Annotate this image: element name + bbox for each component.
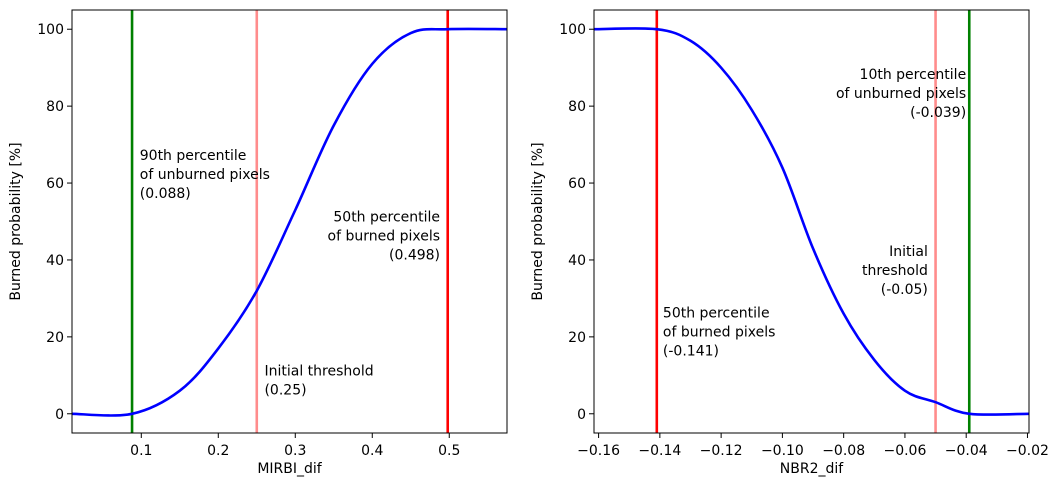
- annotation-line: of unburned pixels: [836, 86, 966, 102]
- annotation-line: (-0.039): [910, 105, 966, 121]
- chart-panel-1: 0.1 0.2 0.3 0.4 0.5 0 20 40 60 80 100 MIRBI_dif Burn…: [8, 9, 508, 477]
- y-axis-label: Burned probability [%]: [530, 142, 546, 300]
- y-tick-label: 100: [559, 22, 586, 38]
- x-tick-label: −0.16: [577, 443, 620, 459]
- y-tick-label: 0: [55, 407, 64, 423]
- x-tick-label: 0.2: [207, 443, 229, 459]
- annotation-line: 90th percentile: [140, 148, 247, 164]
- annotation-line: (-0.05): [881, 282, 928, 298]
- plot-area: [72, 10, 507, 433]
- y-tick-label: 0: [577, 407, 586, 423]
- annotation-line: of burned pixels: [663, 325, 775, 341]
- annotation-line: 50th percentile: [333, 210, 440, 226]
- y-tick-label: 60: [568, 176, 586, 192]
- annotation-line: (0.498): [389, 248, 440, 264]
- y-tick-label: 100: [37, 22, 64, 38]
- annotation-line: 10th percentile: [860, 67, 967, 83]
- y-tick-label: 60: [46, 176, 64, 192]
- annotation-line: (0.25): [264, 382, 306, 398]
- annotation-1: 90th percentile of unburned pixels (0.088): [140, 148, 270, 202]
- x-axis-label: NBR2_dif: [780, 461, 844, 477]
- annotation-line: Initial: [889, 244, 928, 260]
- x-tick-label: 0.3: [284, 443, 306, 459]
- annotation-1: 10th percentile of unburned pixels (-0.039…: [836, 67, 966, 121]
- annotation-3: 50th percentile of burned pixels (-0.141): [663, 306, 775, 360]
- annotation-line: threshold: [862, 263, 928, 279]
- x-tick-label: −0.10: [761, 443, 804, 459]
- annotation-3: 50th percentile of burned pixels (0.498): [328, 210, 440, 264]
- x-tick-label: 0.4: [361, 443, 383, 459]
- annotation-line: of burned pixels: [328, 229, 440, 245]
- y-tick-label: 40: [568, 253, 586, 269]
- plot-area: [594, 10, 1029, 433]
- y-tick-label: 20: [46, 330, 64, 346]
- chart-panel-2: −0.16 −0.14 −0.12 −0.10 −0.08 −0.06 −0.04 −0.02…: [530, 9, 1049, 477]
- axes-frame: [71, 9, 508, 434]
- annotation-line: Initial threshold: [264, 363, 373, 379]
- y-tick-label: 40: [46, 253, 64, 269]
- axes-frame: [593, 9, 1030, 434]
- y-axis-label: Burned probability [%]: [8, 142, 24, 300]
- y-tick-label: 20: [568, 330, 586, 346]
- x-tick-label: −0.02: [1006, 443, 1049, 459]
- annotation-2: Initial threshold (0.25): [264, 363, 373, 398]
- probability-curve: [594, 27, 1029, 416]
- annotation-line: (-0.141): [663, 344, 719, 360]
- x-tick-label: −0.08: [822, 443, 865, 459]
- x-axis-label: MIRBI_dif: [257, 461, 322, 477]
- x-tick-label: −0.04: [945, 443, 988, 459]
- y-tick-label: 80: [46, 99, 64, 115]
- annotation-line: 50th percentile: [663, 306, 770, 322]
- probability-curve: [72, 27, 507, 417]
- x-tick-label: −0.12: [700, 443, 743, 459]
- y-tick-label: 80: [568, 99, 586, 115]
- x-tick-label: −0.14: [638, 443, 681, 459]
- annotation-line: of unburned pixels: [140, 167, 270, 183]
- x-tick-label: 0.1: [130, 443, 152, 459]
- annotation-line: (0.088): [140, 186, 191, 202]
- x-tick-label: 0.5: [438, 443, 460, 459]
- annotation-2: Initial threshold (-0.05): [862, 244, 928, 298]
- x-tick-label: −0.06: [883, 443, 926, 459]
